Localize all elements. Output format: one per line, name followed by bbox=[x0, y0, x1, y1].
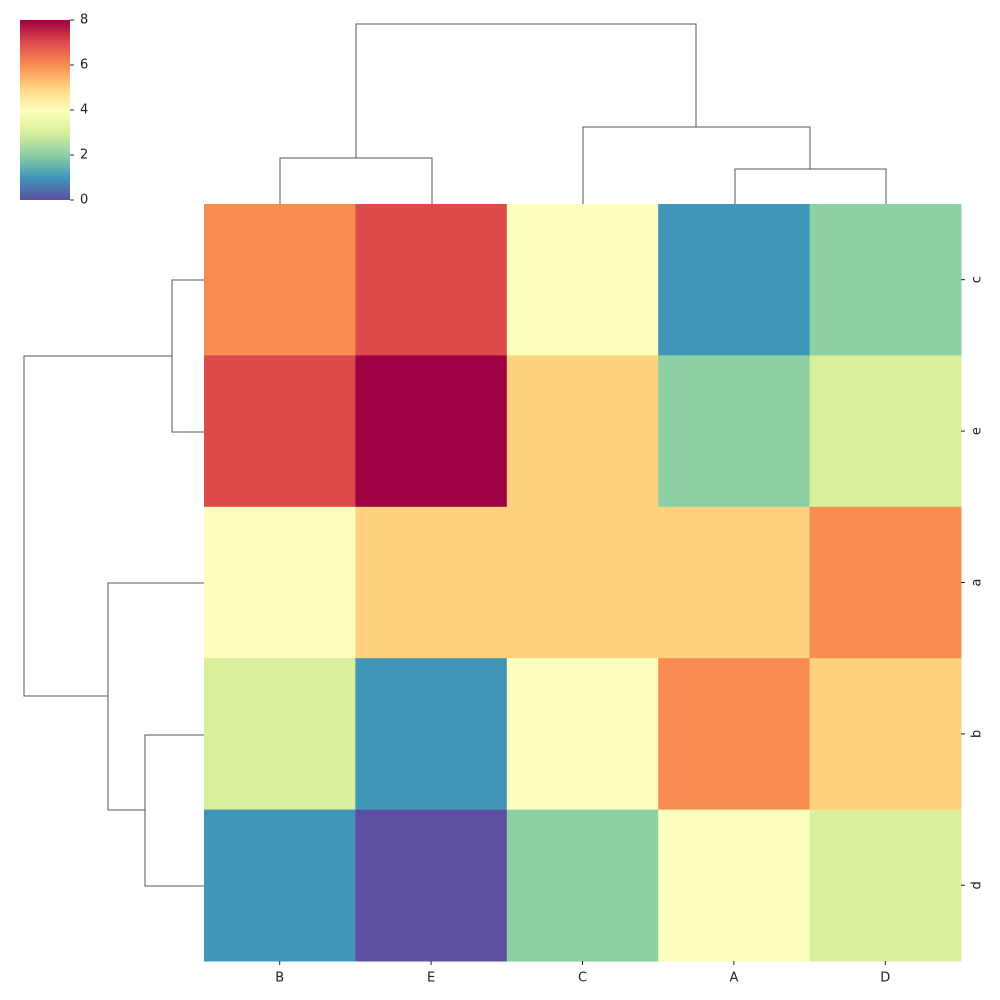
heatmap-cell bbox=[809, 506, 962, 659]
x-tick-label: B bbox=[275, 971, 284, 986]
colorbar-tick-label: 8 bbox=[80, 13, 88, 28]
column-dendrogram bbox=[279, 23, 887, 204]
heatmap-cell bbox=[355, 355, 508, 508]
dendrogram-link bbox=[144, 734, 204, 887]
x-tick-label: D bbox=[880, 971, 890, 986]
y-tick-label: c bbox=[970, 276, 985, 283]
heatmap-cell bbox=[355, 809, 508, 962]
heatmap-cell bbox=[204, 809, 356, 962]
heatmap-cell bbox=[506, 809, 659, 962]
heatmap-cell bbox=[658, 204, 811, 356]
heatmap-cell bbox=[658, 809, 811, 962]
y-tick-label: a bbox=[970, 579, 985, 587]
colorbar-tick-label: 4 bbox=[80, 103, 88, 118]
colorbar-tick-label: 0 bbox=[80, 193, 88, 208]
heatmap-cell bbox=[506, 355, 659, 508]
dendrogram-link bbox=[734, 168, 887, 204]
dendrogram-link bbox=[23, 355, 172, 697]
heatmap-cell bbox=[506, 658, 659, 811]
heatmap-cell bbox=[809, 658, 962, 811]
heatmap-cell bbox=[658, 658, 811, 811]
heatmap-cell bbox=[809, 204, 962, 356]
dendrogram-link bbox=[355, 23, 697, 158]
dendrogram-link bbox=[171, 279, 204, 433]
y-tick-label: d bbox=[970, 881, 985, 889]
x-tick-label: A bbox=[729, 971, 738, 986]
heatmap-cell bbox=[204, 506, 356, 659]
heatmap-cell bbox=[355, 658, 508, 811]
heatmap-cell bbox=[204, 355, 356, 508]
dendrogram-link bbox=[279, 157, 433, 204]
dendrogram-link bbox=[582, 126, 811, 204]
heatmap-cell bbox=[355, 506, 508, 659]
heatmap-cell bbox=[658, 506, 811, 659]
row-dendrogram bbox=[23, 279, 204, 887]
heatmap-cell bbox=[355, 204, 508, 356]
heatmap-cell bbox=[809, 809, 962, 962]
heatmap-cell bbox=[809, 355, 962, 508]
colorbar-tick-label: 2 bbox=[80, 148, 88, 163]
heatmap-cell bbox=[506, 506, 659, 659]
x-tick-label: E bbox=[427, 971, 435, 986]
colorbar-tick-label: 6 bbox=[80, 58, 88, 73]
heatmap-cell bbox=[506, 204, 659, 356]
heatmap-cell bbox=[204, 204, 356, 356]
colorbar bbox=[20, 20, 70, 200]
y-tick-label: b bbox=[970, 730, 985, 738]
dendrogram-link bbox=[107, 582, 204, 811]
heatmap-cell bbox=[204, 658, 356, 811]
y-tick-label: e bbox=[970, 427, 985, 435]
heatmap-cell bbox=[658, 355, 811, 508]
x-tick-label: C bbox=[578, 971, 587, 986]
